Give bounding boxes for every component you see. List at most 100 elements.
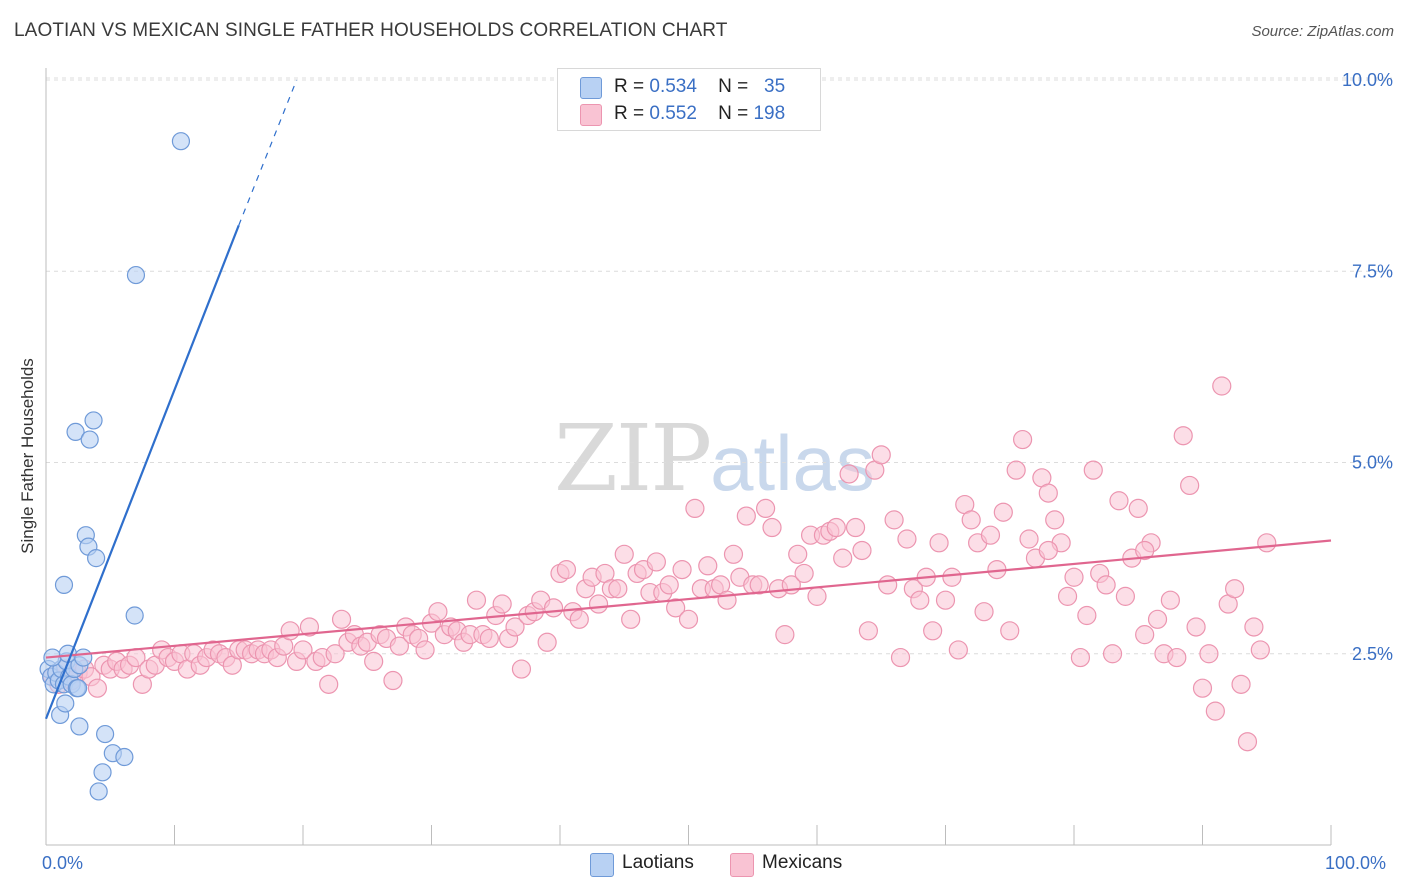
data-point-mexicans xyxy=(1000,621,1020,641)
data-point-mexicans xyxy=(569,609,589,629)
x-tick-label-max: 100.0% xyxy=(1325,853,1387,873)
data-point-laotians xyxy=(69,679,88,698)
data-point-mexicans xyxy=(1012,429,1033,450)
data-point-mexicans xyxy=(556,559,577,580)
data-point-mexicans xyxy=(788,544,808,564)
data-point-mexicans xyxy=(299,617,320,637)
data-point-laotians xyxy=(74,648,93,667)
data-point-laotians xyxy=(56,694,75,713)
data-point-mexicans xyxy=(608,579,628,599)
trend-line-laotians xyxy=(44,224,240,720)
data-point-laotians xyxy=(70,717,89,736)
data-point-mexicans xyxy=(1250,640,1270,660)
data-point-mexicans xyxy=(543,598,564,618)
data-point-mexicans xyxy=(678,609,699,629)
data-point-mexicans xyxy=(1160,590,1180,610)
data-point-mexicans xyxy=(794,563,814,584)
data-point-mexicans xyxy=(961,510,981,530)
data-point-mexicans xyxy=(1244,617,1264,637)
data-point-mexicans xyxy=(646,552,666,572)
legend-n-label: N = xyxy=(718,76,749,97)
data-point-mexicans xyxy=(948,640,968,660)
legend-swatch-mexicans xyxy=(580,104,602,126)
data-point-mexicans xyxy=(845,517,866,538)
legend-n-value-mexicans: 198 xyxy=(753,103,786,124)
data-point-laotians xyxy=(66,422,85,441)
data-point-mexicans xyxy=(1237,732,1258,752)
data-point-mexicans xyxy=(1077,605,1097,626)
data-point-mexicans xyxy=(1038,483,1058,503)
data-point-mexicans xyxy=(826,517,846,538)
data-point-mexicans xyxy=(659,575,679,595)
data-point-mexicans xyxy=(935,590,956,610)
data-point-mexicans xyxy=(492,594,512,614)
data-point-mexicans xyxy=(1257,533,1277,553)
watermark-zip: ZIP xyxy=(554,405,712,512)
y-tick-label: 10.0% xyxy=(1342,70,1393,90)
data-point-mexicans xyxy=(1115,586,1136,606)
data-point-mexicans xyxy=(1006,460,1026,480)
series-swatch-mexicans xyxy=(730,853,754,877)
data-point-mexicans xyxy=(389,636,409,656)
data-point-mexicans xyxy=(698,556,718,576)
data-point-mexicans xyxy=(1192,678,1213,698)
data-point-mexicans xyxy=(319,674,339,694)
data-point-mexicans xyxy=(852,540,872,561)
data-point-mexicans xyxy=(1167,647,1187,668)
data-point-laotians xyxy=(126,265,146,285)
data-point-laotians xyxy=(115,747,134,767)
data-point-mexicans xyxy=(736,506,756,526)
data-point-mexicans xyxy=(666,598,686,618)
data-point-mexicans xyxy=(839,464,859,484)
legend-r-value-mexicans: 0.552 xyxy=(649,103,697,124)
data-point-laotians xyxy=(125,606,144,625)
data-point-laotians xyxy=(87,549,106,568)
data-point-mexicans xyxy=(890,647,911,668)
legend-n-value-laotians: 35 xyxy=(764,76,786,97)
data-point-mexicans xyxy=(755,498,776,518)
data-point-mexicans xyxy=(1070,647,1091,668)
data-point-laotians xyxy=(171,132,191,151)
data-point-mexicans xyxy=(1057,586,1078,606)
y-tick-label: 5.0% xyxy=(1352,453,1393,473)
legend-r-label: R = xyxy=(614,76,645,97)
series-label-laotians: Laotians xyxy=(622,852,694,873)
series-swatch-laotians xyxy=(590,853,614,877)
data-point-mexicans xyxy=(280,621,300,641)
data-point-mexicans xyxy=(325,644,345,664)
legend-swatch-laotians xyxy=(580,77,602,99)
data-point-mexicans xyxy=(1231,674,1251,694)
data-point-mexicans xyxy=(775,625,795,645)
data-point-mexicans xyxy=(897,529,917,549)
data-point-mexicans xyxy=(331,609,352,629)
legend-r-value-laotians: 0.534 xyxy=(649,76,697,97)
data-point-mexicans xyxy=(878,575,898,595)
data-point-mexicans xyxy=(415,640,435,660)
data-point-mexicans xyxy=(685,498,705,518)
data-point-mexicans xyxy=(383,670,403,691)
data-point-mexicans xyxy=(511,659,532,679)
data-point-mexicans xyxy=(1083,460,1103,480)
data-point-mexicans xyxy=(974,602,994,622)
y-tick-label: 7.5% xyxy=(1352,261,1393,281)
data-point-mexicans xyxy=(1019,529,1039,549)
chart-title: LAOTIAN VS MEXICAN SINGLE FATHER HOUSEHO… xyxy=(14,20,728,41)
data-point-mexicans xyxy=(749,575,769,595)
data-point-mexicans xyxy=(293,640,313,660)
trend-line-laotians-extension xyxy=(238,79,298,226)
x-tick-label-min: 0.0% xyxy=(42,853,84,873)
data-point-mexicans xyxy=(1102,644,1123,664)
data-point-mexicans xyxy=(884,510,904,530)
data-point-mexicans xyxy=(1180,475,1200,496)
data-point-mexicans xyxy=(993,502,1013,522)
source-credit: Source: ZipAtlas.com xyxy=(1251,23,1394,40)
data-point-mexicans xyxy=(762,517,782,538)
data-point-laotians xyxy=(93,763,112,782)
data-point-mexicans xyxy=(1173,426,1193,446)
data-point-mexicans xyxy=(364,651,384,672)
legend-r-label: R = xyxy=(614,103,645,124)
data-point-laotians xyxy=(54,575,74,595)
data-point-mexicans xyxy=(1109,491,1129,511)
legend-n-label: N = xyxy=(718,103,749,124)
